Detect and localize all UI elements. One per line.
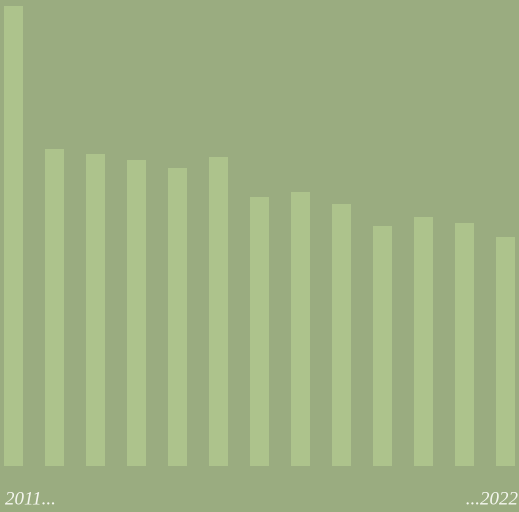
x-tick-label: ...2022	[466, 488, 519, 509]
bar	[373, 226, 392, 466]
bar	[86, 154, 105, 466]
bar	[455, 223, 474, 466]
bar	[168, 168, 187, 466]
bar	[496, 237, 515, 466]
x-tick-label: 2011...	[5, 488, 56, 509]
bar	[209, 157, 228, 466]
bar	[291, 192, 310, 466]
bar	[4, 6, 23, 466]
bar	[45, 149, 64, 466]
bar	[414, 217, 433, 466]
bar	[332, 204, 351, 466]
bar	[250, 197, 269, 466]
bar	[127, 160, 146, 466]
